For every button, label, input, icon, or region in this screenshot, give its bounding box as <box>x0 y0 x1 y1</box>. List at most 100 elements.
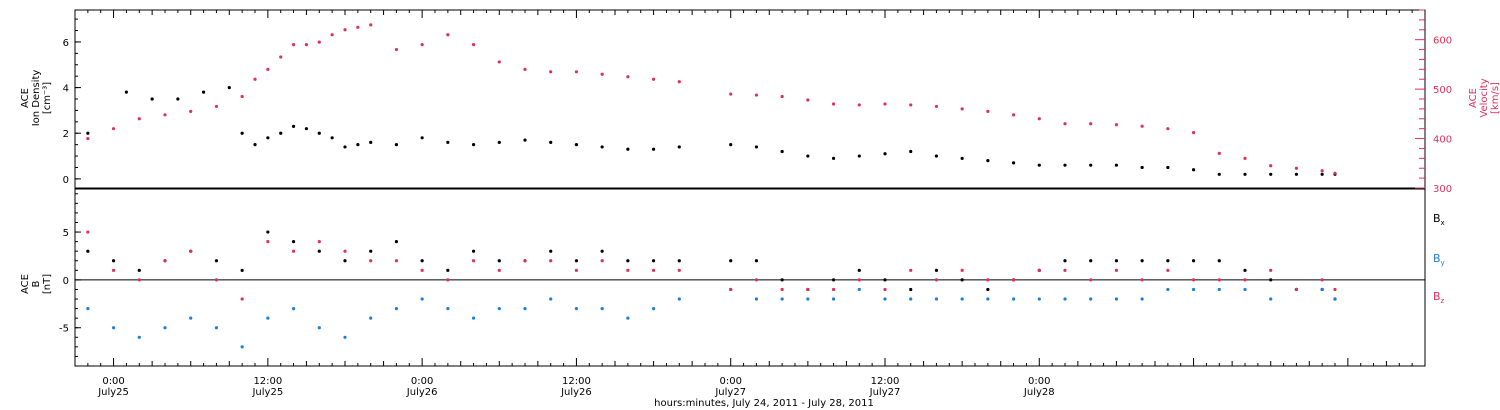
Bz-point <box>317 240 321 244</box>
density-point <box>266 136 270 140</box>
Bz-point <box>214 278 219 282</box>
By-point <box>446 306 450 311</box>
Bz-point <box>960 268 964 272</box>
Bz-point <box>471 259 476 263</box>
By-point <box>369 316 373 320</box>
velocity-point <box>214 104 219 109</box>
By-point <box>1191 287 1196 292</box>
density-point <box>1011 161 1016 165</box>
velocity-point <box>330 33 334 37</box>
bfield-tick-label: 0 <box>63 276 69 287</box>
velocity-point <box>343 28 347 32</box>
velocity-point <box>163 113 167 117</box>
By-point <box>343 335 347 339</box>
By-point <box>214 326 219 330</box>
x-tick-time: 12:00 <box>562 376 591 387</box>
Bz-point <box>1166 268 1170 272</box>
velocity-point <box>1063 122 1067 126</box>
density-point <box>291 124 296 128</box>
density-point <box>330 136 334 140</box>
By-point <box>1140 297 1144 301</box>
By-point <box>1063 297 1067 301</box>
By-point <box>1166 287 1170 292</box>
svg-text:Velocity: Velocity <box>1479 78 1490 117</box>
By-point <box>317 326 321 330</box>
x-tick-time: 0:00 <box>719 376 741 387</box>
velocity-point <box>279 55 283 59</box>
Bx-point <box>111 259 116 263</box>
Bx-point <box>214 259 219 263</box>
By-point <box>1089 297 1093 301</box>
x-tick-date: July27 <box>869 387 901 398</box>
density-point <box>934 154 939 158</box>
x-tick-time: 12:00 <box>871 376 900 387</box>
Bz-point <box>291 249 296 253</box>
Bx-point <box>986 287 990 292</box>
velocity-point <box>960 107 964 111</box>
Bx-point <box>831 278 836 282</box>
Bz-point <box>343 249 347 253</box>
Bz-point <box>1320 278 1324 282</box>
Bz-point <box>369 259 373 263</box>
Bx-point <box>1089 259 1093 263</box>
Bx-point <box>960 278 964 282</box>
By-point <box>883 297 887 301</box>
Bx-point <box>651 259 656 263</box>
By-point <box>471 316 476 320</box>
bfield-tick-label: 5 <box>63 228 69 239</box>
density-point <box>960 156 964 160</box>
Bx-point <box>446 268 450 272</box>
velocity-point <box>574 70 579 74</box>
Bx-point <box>137 268 141 272</box>
By-point <box>806 297 810 301</box>
series-Bz <box>86 230 1337 301</box>
Bx-point <box>549 249 553 253</box>
Bx-point <box>369 249 373 253</box>
Bz-point <box>754 278 759 282</box>
By-point <box>780 297 784 301</box>
Bz-point <box>574 268 579 272</box>
Bz-point <box>420 268 424 272</box>
By-point <box>291 306 296 311</box>
By-point <box>677 297 681 301</box>
x-tick-date: July25 <box>251 387 283 398</box>
velocity-point <box>1089 122 1093 126</box>
Bz-point <box>1037 268 1041 272</box>
velocity-point <box>626 75 630 79</box>
x-tick-time: 0:00 <box>102 376 124 387</box>
Bz-point <box>189 249 193 253</box>
ylabel-bfield: ACE B [nT] <box>20 274 53 294</box>
velocity-point <box>394 47 399 52</box>
Bx-point <box>291 240 296 244</box>
density-point <box>883 152 887 156</box>
density-tick-label: 0 <box>63 175 69 186</box>
velocity-point <box>137 117 141 121</box>
velocity-point <box>651 77 656 81</box>
density-point <box>227 85 231 90</box>
velocity-point <box>1166 127 1170 131</box>
Bx-point <box>1140 259 1144 263</box>
density-point <box>1217 172 1221 176</box>
density-point <box>86 131 90 135</box>
density-tick-label: 4 <box>63 84 69 95</box>
plasma-frame <box>74 9 1426 189</box>
Bz-point <box>163 259 167 263</box>
By-point <box>240 345 244 349</box>
velocity-point <box>780 94 784 99</box>
By-point <box>420 297 424 301</box>
By-point <box>909 297 913 301</box>
density-point <box>304 127 309 131</box>
Bz-point <box>523 259 527 263</box>
Bx-point <box>934 268 939 272</box>
Bz-point <box>1217 278 1221 282</box>
Bz-point <box>677 268 681 272</box>
Bx-point <box>677 259 681 263</box>
Bx-point <box>1114 259 1119 263</box>
velocity-point <box>857 103 861 107</box>
density-point <box>729 143 733 147</box>
Bx-point <box>1166 259 1170 263</box>
By-point <box>960 297 964 301</box>
Bz-point <box>137 278 141 282</box>
Bx-point <box>1063 259 1067 263</box>
density-point <box>1037 163 1041 167</box>
